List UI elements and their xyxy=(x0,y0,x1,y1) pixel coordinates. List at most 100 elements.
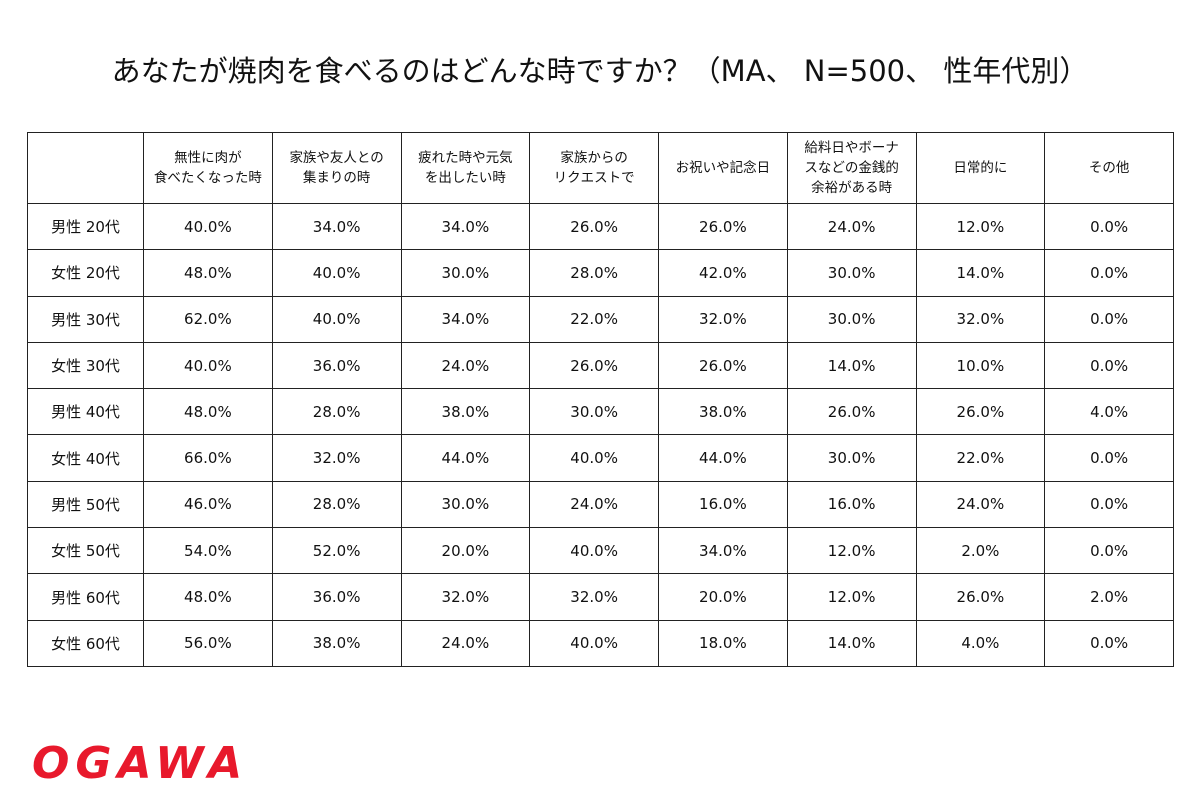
cell: 36.0% xyxy=(271,341,402,390)
cell: 48.0% xyxy=(143,388,273,436)
cell: 66.0% xyxy=(143,434,273,482)
cell: 4.0% xyxy=(1044,388,1174,436)
cell: 40.0% xyxy=(529,527,659,575)
cell: 0.0% xyxy=(1044,527,1174,575)
cell: 24.0% xyxy=(529,480,659,529)
table-row: 女性 30代 40.0% 36.0% 24.0% 26.0% 26.0% 14.0% 10.0… xyxy=(27,341,1174,390)
row-label: 女性 20代 xyxy=(27,249,144,297)
cell: 52.0% xyxy=(271,527,402,575)
cell: 48.0% xyxy=(143,573,273,621)
cell: 4.0% xyxy=(915,619,1046,667)
cell: 30.0% xyxy=(400,480,531,529)
cell: 24.0% xyxy=(400,341,531,390)
cell: 40.0% xyxy=(271,249,402,297)
table-row: 女性 40代 66.0% 32.0% 44.0% 40.0% 44.0% 30.0% 22.0… xyxy=(27,434,1174,482)
row-label: 女性 50代 xyxy=(27,527,144,575)
cell: 16.0% xyxy=(658,480,788,529)
cell: 38.0% xyxy=(271,619,402,667)
cell: 26.0% xyxy=(658,202,788,251)
cell: 32.0% xyxy=(658,295,788,343)
table-row: 女性 20代 48.0% 40.0% 30.0% 28.0% 42.0% 30.0% 14.0… xyxy=(27,249,1174,297)
cell: 24.0% xyxy=(786,202,917,251)
cell: 0.0% xyxy=(1044,202,1174,251)
cell: 16.0% xyxy=(786,480,917,529)
table-row: 男性 30代 62.0% 40.0% 34.0% 22.0% 32.0% 30.0% 32.0… xyxy=(27,295,1174,343)
column-header: 疲れた時や元気 を出したい時 xyxy=(400,132,531,204)
cell: 44.0% xyxy=(658,434,788,482)
column-header: 家族や友人との 集まりの時 xyxy=(271,132,402,204)
cell: 48.0% xyxy=(143,249,273,297)
cell: 26.0% xyxy=(529,202,659,251)
cell: 26.0% xyxy=(529,341,659,390)
cell: 32.0% xyxy=(400,573,531,621)
row-label: 男性 20代 xyxy=(27,202,144,251)
cell: 20.0% xyxy=(658,573,788,621)
cell: 22.0% xyxy=(915,434,1046,482)
cell: 34.0% xyxy=(400,295,531,343)
cell: 54.0% xyxy=(143,527,273,575)
cell: 26.0% xyxy=(915,573,1046,621)
cell: 30.0% xyxy=(400,249,531,297)
column-header: 日常的に xyxy=(915,132,1046,204)
cell: 40.0% xyxy=(143,341,273,390)
cell: 2.0% xyxy=(1044,573,1174,621)
data-table: 無性に肉が 食べたくなった時 家族や友人との 集まりの時 疲れた時や元気 を出したい… xyxy=(27,132,1174,667)
table-row: 女性 50代 54.0% 52.0% 20.0% 40.0% 34.0% 12.0% 2.0%… xyxy=(27,527,1174,575)
table-body: 男性 20代 40.0% 34.0% 34.0% 26.0% 26.0% 24.0% 12.0… xyxy=(27,202,1174,667)
cell: 32.0% xyxy=(915,295,1046,343)
cell: 28.0% xyxy=(271,480,402,529)
cell: 24.0% xyxy=(915,480,1046,529)
row-label: 男性 50代 xyxy=(27,480,144,529)
title: あなたが焼肉を食べるのはどんな時ですか？（MA、 N=500、 性年代別） xyxy=(111,54,1089,88)
cell: 44.0% xyxy=(400,434,531,482)
row-label: 女性 40代 xyxy=(27,434,144,482)
column-header: お祝いや記念日 xyxy=(658,132,788,204)
cell: 28.0% xyxy=(529,249,659,297)
cell: 24.0% xyxy=(400,619,531,667)
table-row: 男性 60代 48.0% 36.0% 32.0% 32.0% 20.0% 12.0% 26.0… xyxy=(27,573,1174,621)
cell: 12.0% xyxy=(786,527,917,575)
cell: 40.0% xyxy=(143,202,273,251)
cell: 26.0% xyxy=(915,388,1046,436)
logo: OGAWA xyxy=(32,738,249,789)
cell: 40.0% xyxy=(529,619,659,667)
cell: 38.0% xyxy=(658,388,788,436)
column-header: 給料日やボーナ スなどの金銭的 余裕がある時 xyxy=(786,132,917,204)
cell: 14.0% xyxy=(786,341,917,390)
corner-cell xyxy=(27,132,144,204)
cell: 26.0% xyxy=(658,341,788,390)
cell: 14.0% xyxy=(915,249,1046,297)
cell: 0.0% xyxy=(1044,249,1174,297)
table-row: 女性 60代 56.0% 38.0% 24.0% 40.0% 18.0% 14.0% 4.0%… xyxy=(27,619,1174,667)
cell: 12.0% xyxy=(915,202,1046,251)
cell: 32.0% xyxy=(529,573,659,621)
cell: 20.0% xyxy=(400,527,531,575)
cell: 56.0% xyxy=(143,619,273,667)
table-row: 男性 40代 48.0% 28.0% 38.0% 30.0% 38.0% 26.0% 26.0… xyxy=(27,388,1174,436)
cell: 14.0% xyxy=(786,619,917,667)
cell: 0.0% xyxy=(1044,295,1174,343)
cell: 30.0% xyxy=(786,434,917,482)
cell: 46.0% xyxy=(143,480,273,529)
column-header: 家族からの リクエストで xyxy=(529,132,659,204)
cell: 32.0% xyxy=(271,434,402,482)
cell: 0.0% xyxy=(1044,341,1174,390)
cell: 0.0% xyxy=(1044,434,1174,482)
cell: 12.0% xyxy=(786,573,917,621)
cell: 0.0% xyxy=(1044,619,1174,667)
table-row: 男性 20代 40.0% 34.0% 34.0% 26.0% 26.0% 24.0% 12.0… xyxy=(27,202,1174,251)
row-label: 男性 40代 xyxy=(27,388,144,436)
cell: 62.0% xyxy=(143,295,273,343)
cell: 34.0% xyxy=(271,202,402,251)
cell: 10.0% xyxy=(915,341,1046,390)
column-header: その他 xyxy=(1044,132,1174,204)
cell: 2.0% xyxy=(915,527,1046,575)
cell: 34.0% xyxy=(400,202,531,251)
header-row: 無性に肉が 食べたくなった時 家族や友人との 集まりの時 疲れた時や元気 を出したい… xyxy=(27,132,1174,204)
column-header: 無性に肉が 食べたくなった時 xyxy=(143,132,273,204)
cell: 30.0% xyxy=(529,388,659,436)
cell: 0.0% xyxy=(1044,480,1174,529)
cell: 40.0% xyxy=(529,434,659,482)
cell: 34.0% xyxy=(658,527,788,575)
